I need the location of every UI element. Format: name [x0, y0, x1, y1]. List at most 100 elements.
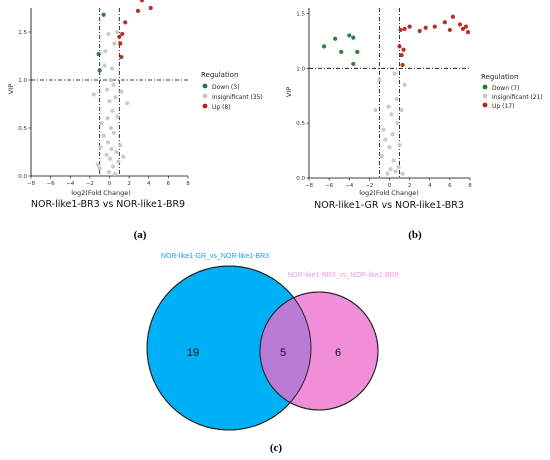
- legend-swatch-up-a: [202, 103, 208, 109]
- x-tick-label-a: −2: [86, 181, 94, 187]
- point-insignificant-b: [381, 127, 386, 132]
- y-axis-label-a: VIP: [7, 84, 15, 94]
- point-insignificant-a: [107, 99, 112, 104]
- legend-title-a: Regulation: [201, 71, 238, 79]
- panel-caption-b: (b): [408, 229, 422, 241]
- point-insignificant-a: [114, 149, 119, 155]
- point-insignificant-a: [107, 156, 113, 161]
- point-insignificant-b: [390, 132, 395, 137]
- x-tick-label-b: 8: [468, 183, 472, 189]
- point-insignificant-a: [108, 125, 114, 131]
- legend-label-down-b: Down (7): [492, 85, 519, 92]
- point-up-a: [118, 41, 123, 46]
- y-tick-label-b: 1.0: [296, 66, 305, 72]
- point-insignificant-b: [400, 171, 405, 176]
- point-insignificant-a: [104, 152, 109, 157]
- point-insignificant-a: [114, 29, 119, 35]
- point-insignificant-b: [392, 71, 397, 76]
- point-up-b: [457, 22, 463, 27]
- point-insignificant-b: [393, 169, 398, 174]
- point-down-b: [351, 61, 356, 67]
- point-insignificant-b: [395, 121, 400, 126]
- point-insignificant-a: [105, 140, 111, 145]
- legend-swatch-up-b: [482, 102, 488, 108]
- x-tick-label-b: −4: [345, 183, 354, 189]
- y-tick-label-a: 0.0: [18, 174, 27, 180]
- legend-swatch-down-b: [482, 84, 488, 90]
- point-up-b: [465, 30, 471, 35]
- point-down-b: [321, 44, 327, 49]
- point-up-b: [398, 27, 403, 33]
- x-tick-label-a: 4: [147, 181, 151, 187]
- point-up-b: [423, 25, 428, 30]
- point-insignificant-a: [119, 89, 124, 94]
- point-up-a: [123, 20, 128, 25]
- x-tick-label-b: 0: [388, 183, 392, 189]
- point-insignificant-a: [106, 31, 111, 37]
- point-insignificant-a: [95, 162, 100, 167]
- point-up-b: [407, 24, 412, 29]
- venn-set-label-right: NOR-like1-BR3_vs_NOR-like1-BR9: [287, 272, 398, 279]
- point-insignificant-a: [103, 49, 108, 54]
- point-up-b: [450, 14, 455, 19]
- point-insignificant-b: [377, 77, 382, 82]
- point-insignificant-a: [116, 159, 121, 164]
- x-tick-label-a: −4: [66, 181, 75, 187]
- x-tick-label-a: 0: [108, 181, 112, 187]
- point-insignificant-b: [386, 104, 391, 109]
- x-tick-label-b: 2: [408, 183, 412, 189]
- point-insignificant-b: [383, 137, 388, 142]
- point-insignificant-b: [394, 96, 399, 102]
- point-down-b: [339, 49, 344, 54]
- point-insignificant-a: [108, 77, 113, 83]
- legend-label-up-b: Up (17): [492, 103, 514, 110]
- venn-set-label-left: NOR-like1-GR_vs_NOR-like1-BR3: [161, 253, 269, 260]
- venn-count-right-only: 6: [335, 347, 341, 359]
- y-axis-label-b: VIP: [285, 87, 293, 97]
- x-tick-label-a: 2: [127, 181, 131, 187]
- venn-count-intersection: 5: [280, 347, 286, 359]
- point-up-b: [447, 27, 452, 33]
- y-tick-label-a: 1.0: [18, 78, 27, 84]
- point-up-a: [117, 34, 122, 39]
- legend-b: Regulation Down (7) Insignificant (21) U…: [481, 73, 543, 110]
- x-tick-label-a: −8: [27, 181, 36, 187]
- point-up-a: [135, 8, 141, 13]
- x-axis-label-a: log2(Fold Change): [71, 189, 130, 197]
- point-insignificant-a: [106, 170, 112, 175]
- point-insignificant-a: [111, 82, 116, 87]
- point-insignificant-a: [101, 133, 106, 138]
- legend-a: Regulation Down (3) Insignificant (35) U…: [201, 71, 263, 111]
- legend-swatch-insignificant-a: [202, 93, 208, 99]
- point-down-a: [101, 12, 106, 17]
- point-insignificant-b: [388, 167, 393, 172]
- legend-label-insignificant-a: Insignificant (35): [212, 94, 263, 101]
- y-tick-label-b: 0.5: [296, 121, 305, 127]
- point-insignificant-a: [98, 145, 103, 150]
- point-insignificant-a: [111, 130, 117, 135]
- legend-swatch-down-a: [202, 83, 208, 89]
- point-down-b: [355, 49, 360, 54]
- point-insignificant-b: [396, 164, 401, 170]
- venn-overlap-region: [260, 292, 311, 410]
- point-up-a: [148, 5, 153, 11]
- point-up-b: [402, 26, 407, 31]
- point-insignificant-a: [109, 66, 115, 71]
- point-up-b: [460, 26, 466, 31]
- point-down-b: [351, 35, 356, 40]
- x-tick-label-b: −6: [325, 183, 334, 189]
- point-insignificant-a: [91, 92, 96, 97]
- point-insignificant-a: [104, 87, 110, 92]
- point-insignificant-b: [402, 82, 407, 87]
- point-insignificant-b: [387, 145, 392, 150]
- point-up-b: [399, 53, 404, 58]
- point-insignificant-b: [391, 158, 396, 163]
- y-tick-label-a: 1.5: [18, 30, 27, 36]
- x-tick-label-b: −8: [305, 183, 314, 189]
- point-insignificant-a: [113, 95, 118, 100]
- point-insignificant-b: [373, 107, 378, 113]
- point-insignificant-a: [118, 143, 123, 148]
- point-insignificant-b: [399, 107, 404, 113]
- volcano-plot-b: −8 −6 −4 −2 0 2 4 6 8 0.0 0.5 1.0 1.5 log2(Fold Chan…: [285, 8, 543, 241]
- point-up-a: [120, 31, 125, 37]
